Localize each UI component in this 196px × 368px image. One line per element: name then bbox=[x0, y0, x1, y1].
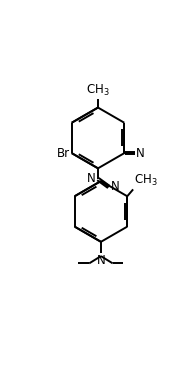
Text: N: N bbox=[97, 254, 105, 266]
Text: N: N bbox=[136, 146, 145, 160]
Text: CH$_3$: CH$_3$ bbox=[86, 83, 110, 98]
Text: N: N bbox=[87, 171, 96, 185]
Text: Br: Br bbox=[57, 146, 70, 160]
Text: CH$_3$: CH$_3$ bbox=[134, 173, 158, 188]
Text: N: N bbox=[111, 180, 120, 194]
